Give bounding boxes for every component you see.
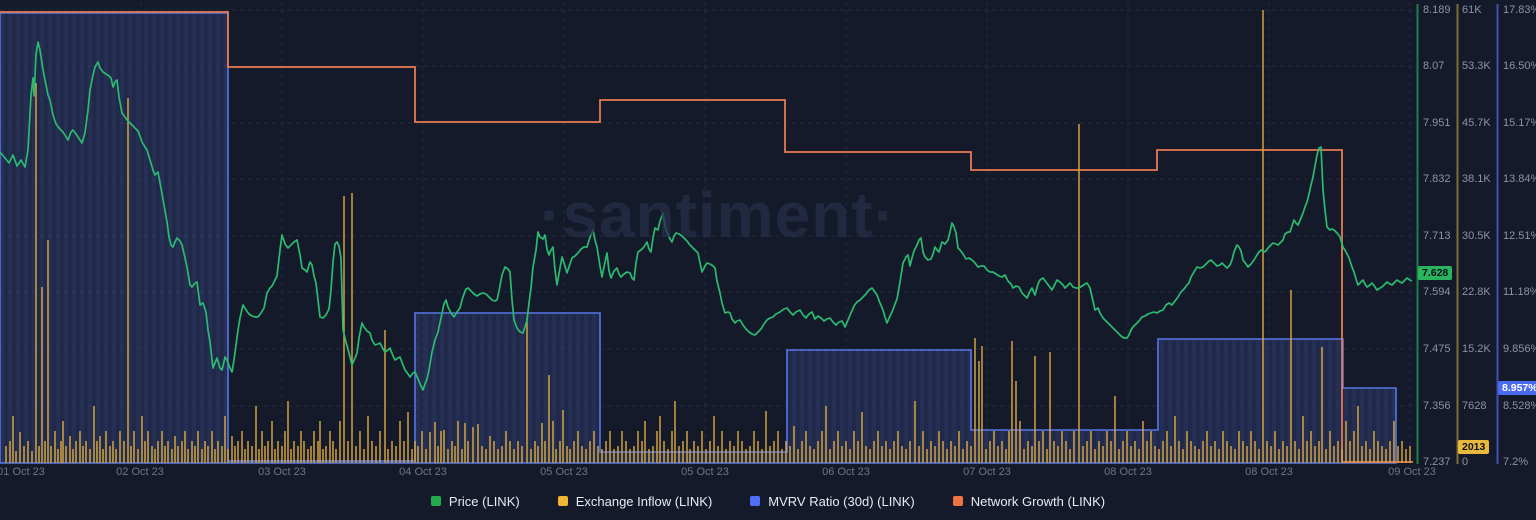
legend-swatch-icon — [750, 496, 761, 506]
mvrv-axis[interactable]: 17.83% 16.50% 15.17% 13.84% 12.51% 11.18% 9.85… — [1503, 0, 1536, 468]
inflow-axis-tick: 53.3K — [1462, 60, 1491, 72]
inflow-axis[interactable]: 61K 53.3K 45.7K 38.1K 30.5K 22.8K 15.2K 7628 0 — [1462, 0, 1502, 468]
mvrv-area-stripes — [0, 13, 1396, 463]
mvrv-axis-tick: 7.2% — [1503, 456, 1529, 468]
mvrv-axis-tick: 11.18% — [1503, 286, 1536, 298]
x-axis-label: 05 Oct 23 — [681, 466, 729, 478]
inflow-current-badge: 2013 — [1458, 440, 1490, 454]
x-axis-label: 02 Oct 23 — [116, 466, 164, 478]
price-axis-tick: 8.189 — [1423, 4, 1451, 16]
santiment-watermark: ·santiment· — [540, 179, 896, 251]
mvrv-axis-tick: 8.528% — [1503, 400, 1536, 412]
x-axis-label: 05 Oct 23 — [540, 466, 588, 478]
price-axis-tick: 7.594 — [1423, 286, 1451, 298]
legend-swatch-icon — [952, 496, 963, 506]
legend-label: Network Growth (LINK) — [970, 493, 1106, 509]
x-axis-label: 06 Oct 23 — [822, 466, 870, 478]
mvrv-axis-tick: 15.17% — [1503, 117, 1536, 129]
legend-item[interactable]: Price (LINK) — [430, 493, 520, 509]
mvrv-axis-tick: 9.856% — [1503, 343, 1536, 355]
inflow-axis-tick: 38.1K — [1462, 173, 1491, 185]
inflow-axis-tick: 22.8K — [1462, 286, 1491, 298]
mvrv-current-badge: 8.957% — [1498, 381, 1536, 395]
x-axis-label: 07 Oct 23 — [963, 466, 1011, 478]
inflow-axis-tick: 30.5K — [1462, 230, 1491, 242]
x-axis: 01 Oct 23 02 Oct 23 03 Oct 23 04 Oct 23 05 O… — [0, 466, 1536, 482]
legend-item[interactable]: Network Growth (LINK) — [952, 493, 1106, 509]
legend-item[interactable]: Exchange Inflow (LINK) — [557, 493, 713, 509]
inflow-axis-tick: 0 — [1462, 456, 1469, 468]
mvrv-axis-tick: 17.83% — [1503, 4, 1536, 16]
legend-swatch-icon — [557, 496, 568, 506]
x-axis-label: 08 Oct 23 — [1245, 466, 1293, 478]
plot-layers — [0, 2, 1499, 465]
x-axis-label: 01 Oct 23 — [0, 466, 45, 478]
legend-label: Price (LINK) — [448, 493, 520, 509]
x-axis-label: 04 Oct 23 — [399, 466, 447, 478]
price-axis[interactable]: 8.189 8.07 7.951 7.832 7.713 7.594 7.475 7.356 7… — [1423, 0, 1463, 468]
legend-item[interactable]: MVRV Ratio (30d) (LINK) — [750, 493, 915, 509]
legend-swatch-icon — [430, 496, 441, 506]
inflow-axis-tick: 7628 — [1462, 400, 1487, 412]
price-current-badge: 7.628 — [1418, 266, 1453, 280]
network-growth-line — [0, 11, 1413, 463]
price-axis-tick: 7.237 — [1423, 456, 1451, 468]
inflow-axis-tick: 61K — [1462, 4, 1482, 16]
inflow-axis-tick: 15.2K — [1462, 343, 1491, 355]
legend: Price (LINK) Exchange Inflow (LINK) MVRV R… — [0, 488, 1536, 514]
legend-label: Exchange Inflow (LINK) — [575, 493, 713, 509]
inflow-axis-tick: 45.7K — [1462, 117, 1491, 129]
mvrv-axis-tick: 16.50% — [1503, 60, 1536, 72]
legend-label: MVRV Ratio (30d) (LINK) — [768, 493, 915, 509]
mvrv-axis-tick: 12.51% — [1503, 230, 1536, 242]
inflow-spikes — [5, 10, 1411, 463]
price-axis-tick: 7.713 — [1423, 230, 1451, 242]
price-axis-tick: 7.951 — [1423, 117, 1451, 129]
price-axis-tick: 7.356 — [1423, 400, 1451, 412]
price-axis-tick: 8.07 — [1423, 60, 1445, 72]
price-axis-tick: 7.832 — [1423, 173, 1451, 185]
x-axis-label: 09 Oct 23 — [1388, 466, 1436, 478]
price-axis-tick: 7.475 — [1423, 343, 1451, 355]
price-line — [0, 41, 1413, 391]
x-axis-label: 08 Oct 23 — [1104, 466, 1152, 478]
x-axis-label: 03 Oct 23 — [258, 466, 306, 478]
mvrv-axis-tick: 13.84% — [1503, 173, 1536, 185]
